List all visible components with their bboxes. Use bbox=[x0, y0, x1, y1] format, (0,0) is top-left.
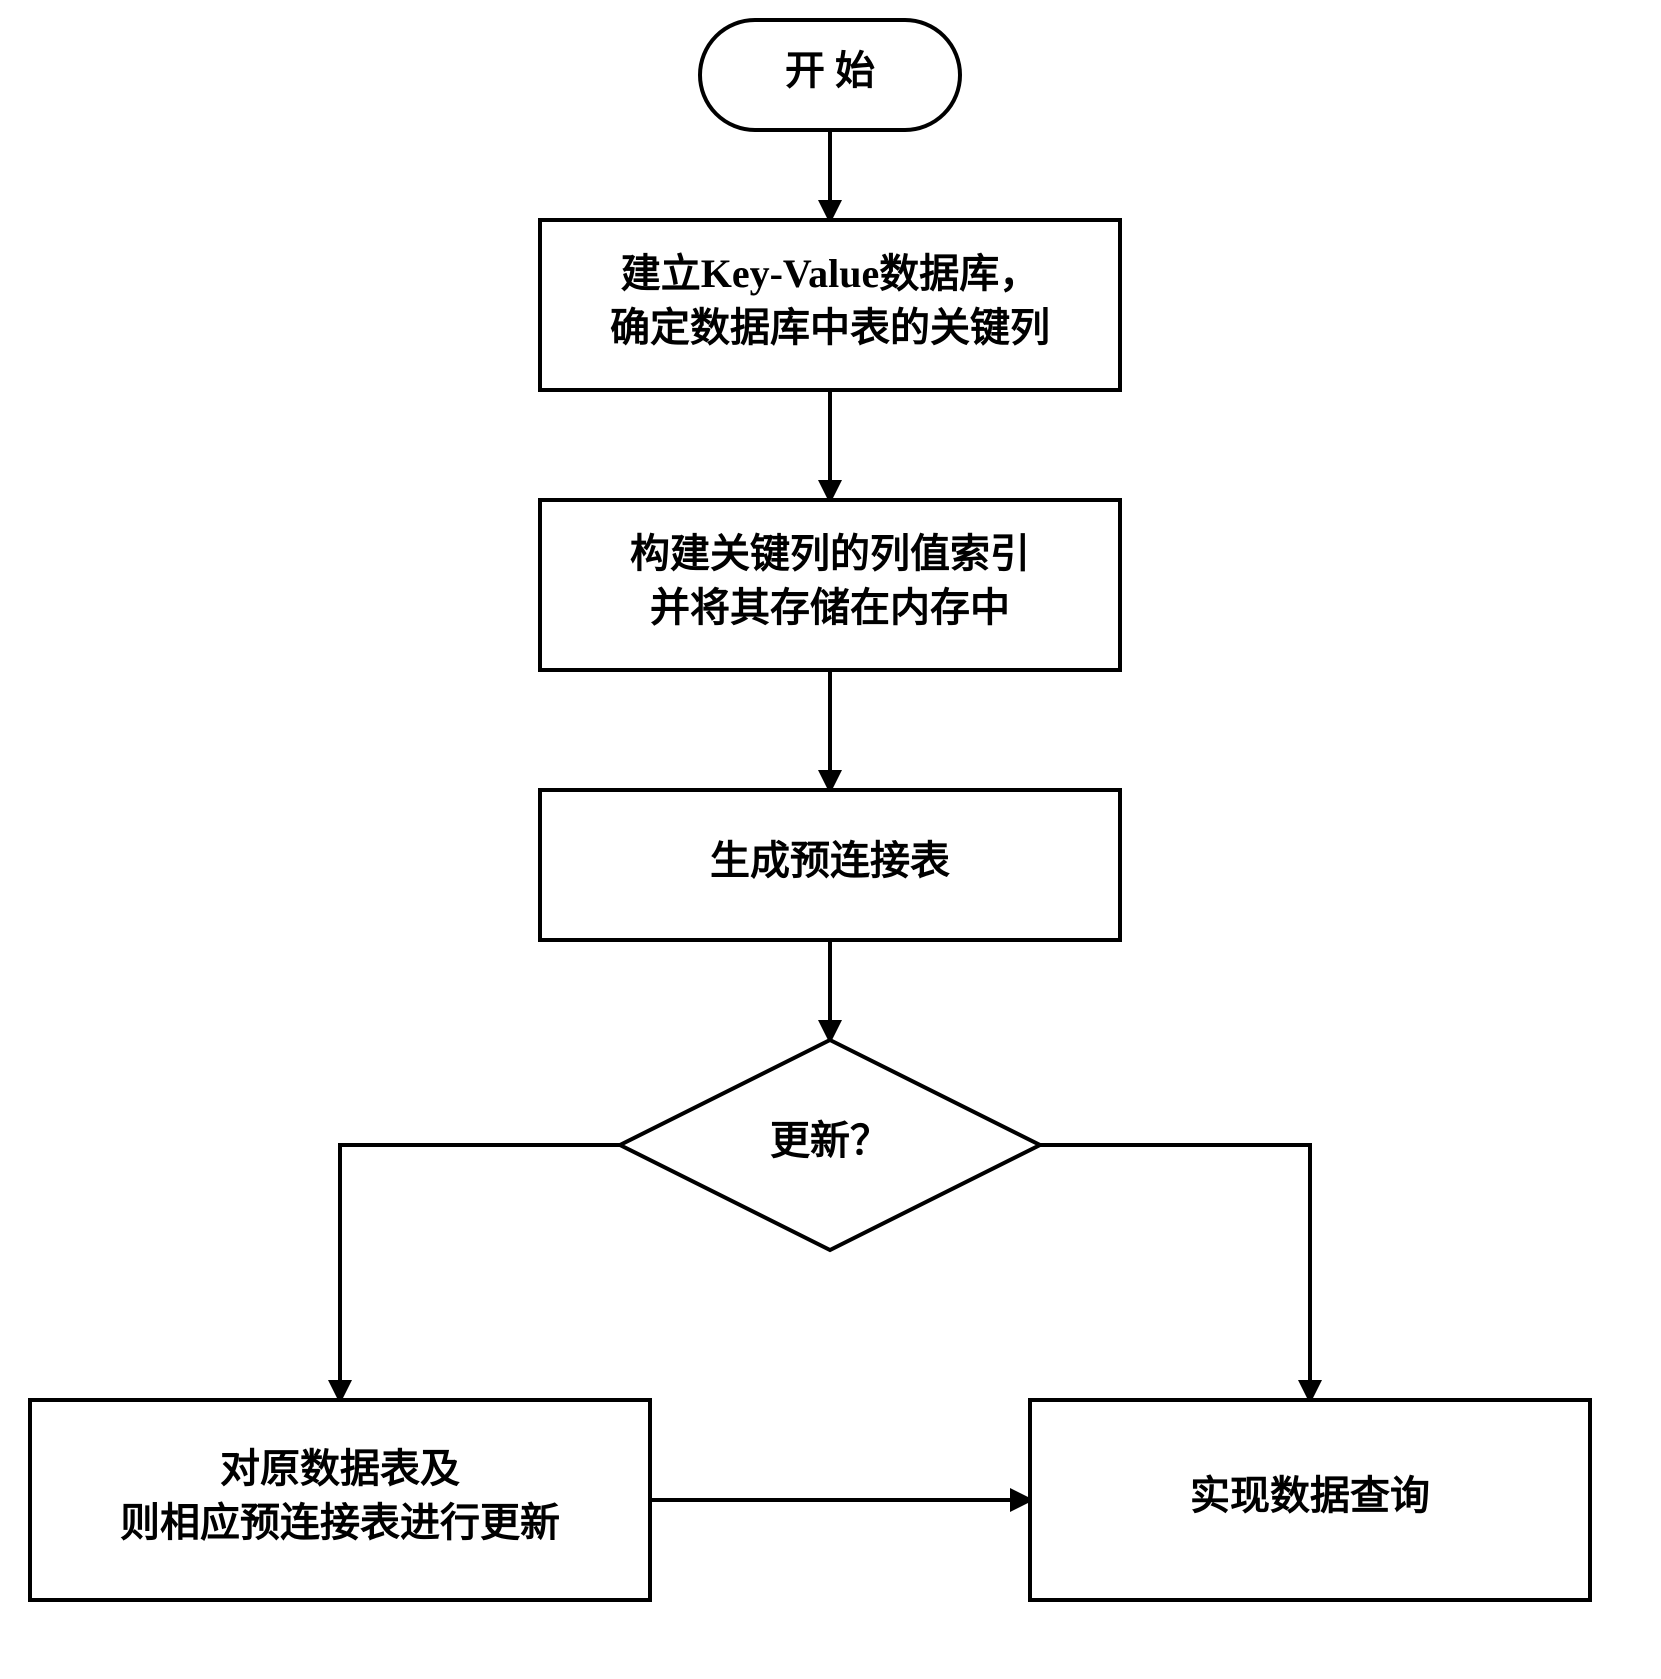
node-n1-label-1: 确定数据库中表的关键列 bbox=[610, 305, 1050, 350]
edge-decision-n5 bbox=[1040, 1145, 1310, 1400]
node-n2-label-0: 构建关键列的列值索引 bbox=[630, 531, 1030, 576]
node-n5-label-0: 实现数据查询 bbox=[1190, 1473, 1430, 1518]
node-n2: 构建关键列的列值索引并将其存储在内存中 bbox=[540, 500, 1120, 670]
node-start-label-0: 开 始 bbox=[785, 48, 875, 93]
node-n1-label-0: 建立Key-Value数据库， bbox=[621, 251, 1040, 296]
node-n4-label-1: 则相应预连接表进行更新 bbox=[120, 1500, 560, 1545]
node-n4-label-0: 对原数据表及 bbox=[220, 1446, 460, 1491]
edge-decision-n4 bbox=[340, 1145, 620, 1400]
node-decision: 更新？ bbox=[620, 1040, 1040, 1250]
node-n4: 对原数据表及则相应预连接表进行更新 bbox=[30, 1400, 650, 1600]
node-n3-label-0: 生成预连接表 bbox=[710, 838, 950, 883]
node-n5: 实现数据查询 bbox=[1030, 1400, 1590, 1600]
node-n1: 建立Key-Value数据库， 确定数据库中表的关键列 bbox=[540, 220, 1120, 390]
node-n3: 生成预连接表 bbox=[540, 790, 1120, 940]
node-n2-label-1: 并将其存储在内存中 bbox=[650, 585, 1010, 630]
node-start: 开 始 bbox=[700, 20, 960, 130]
node-decision-label-0: 更新？ bbox=[770, 1118, 890, 1163]
flowchart-svg: 开 始建立Key-Value数据库，确定数据库中表的关键列构建关键列的列值索引并… bbox=[0, 0, 1661, 1679]
